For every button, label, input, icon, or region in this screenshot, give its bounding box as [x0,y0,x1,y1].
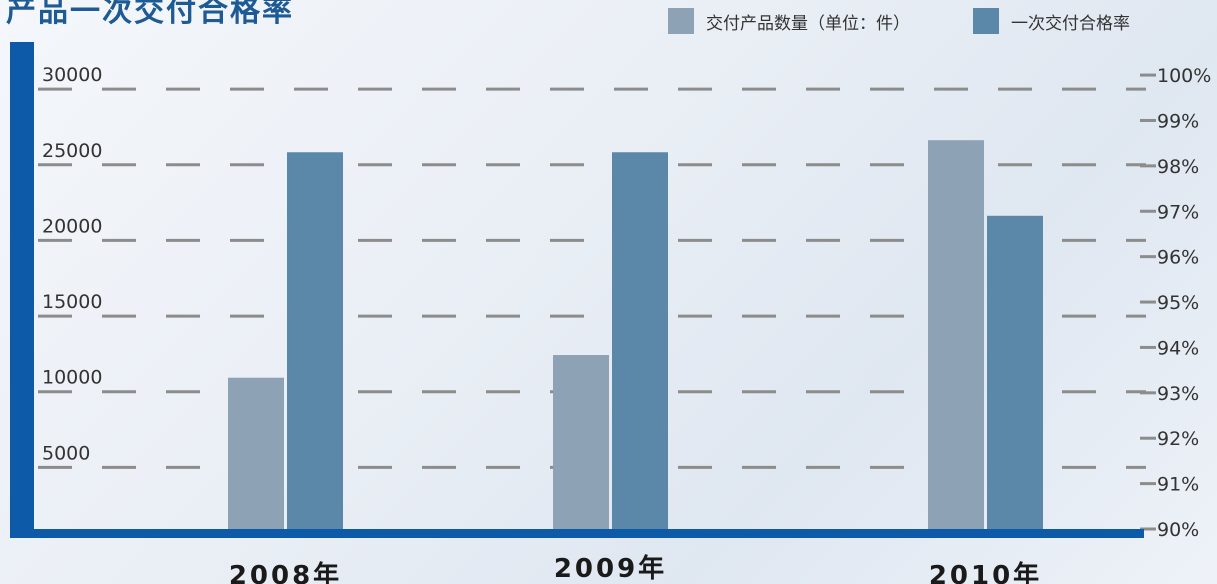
y-left-tick-label: 10000 [42,367,102,389]
y-axis-left [10,42,34,538]
y-left-tick-label: 5000 [42,442,90,464]
y-left-tick-label: 20000 [42,215,102,237]
y-right-tick-label: 100% [1157,65,1211,87]
bar-quantity [553,355,609,529]
bar-rate [287,152,343,529]
legend-item-quantity: 交付产品数量（单位：件） [668,8,910,34]
y-right-tick-label: 91% [1157,474,1199,496]
y-right-tick-label: 93% [1157,383,1199,405]
y-left-tick-label: 30000 [42,64,102,86]
legend-label-quantity: 交付产品数量（单位：件） [706,13,910,34]
bar-quantity [928,140,984,529]
y-right-tick-label: 94% [1157,337,1199,359]
x-category-label: 2009年 [554,553,667,584]
y-right-tick-label: 95% [1157,292,1199,314]
y-right-tick-label: 99% [1157,110,1199,132]
y-left-tick-label: 15000 [42,291,102,313]
bar-quantity [228,377,284,529]
legend-swatch-quantity [668,8,694,34]
y-right-tick-label: 97% [1157,201,1199,223]
y-right-tick-label: 96% [1157,247,1199,269]
legend-label-rate: 一次交付合格率 [1011,13,1130,34]
legend-item-rate: 一次交付合格率 [973,8,1130,34]
legend-swatch-rate [973,8,999,34]
bar-rate [987,215,1043,529]
y-right-tick-label: 98% [1157,156,1199,178]
x-category-label: 2010年 [929,560,1042,584]
y-left-tick-label: 25000 [42,140,102,162]
x-axis [10,529,1144,538]
x-category-label: 2008年 [229,560,342,584]
chart-title: 产品一次交付合格率 [6,0,294,29]
bar-rate [612,152,668,529]
y-right-tick-label: 92% [1157,428,1199,450]
y-right-tick-label: 90% [1157,519,1199,541]
